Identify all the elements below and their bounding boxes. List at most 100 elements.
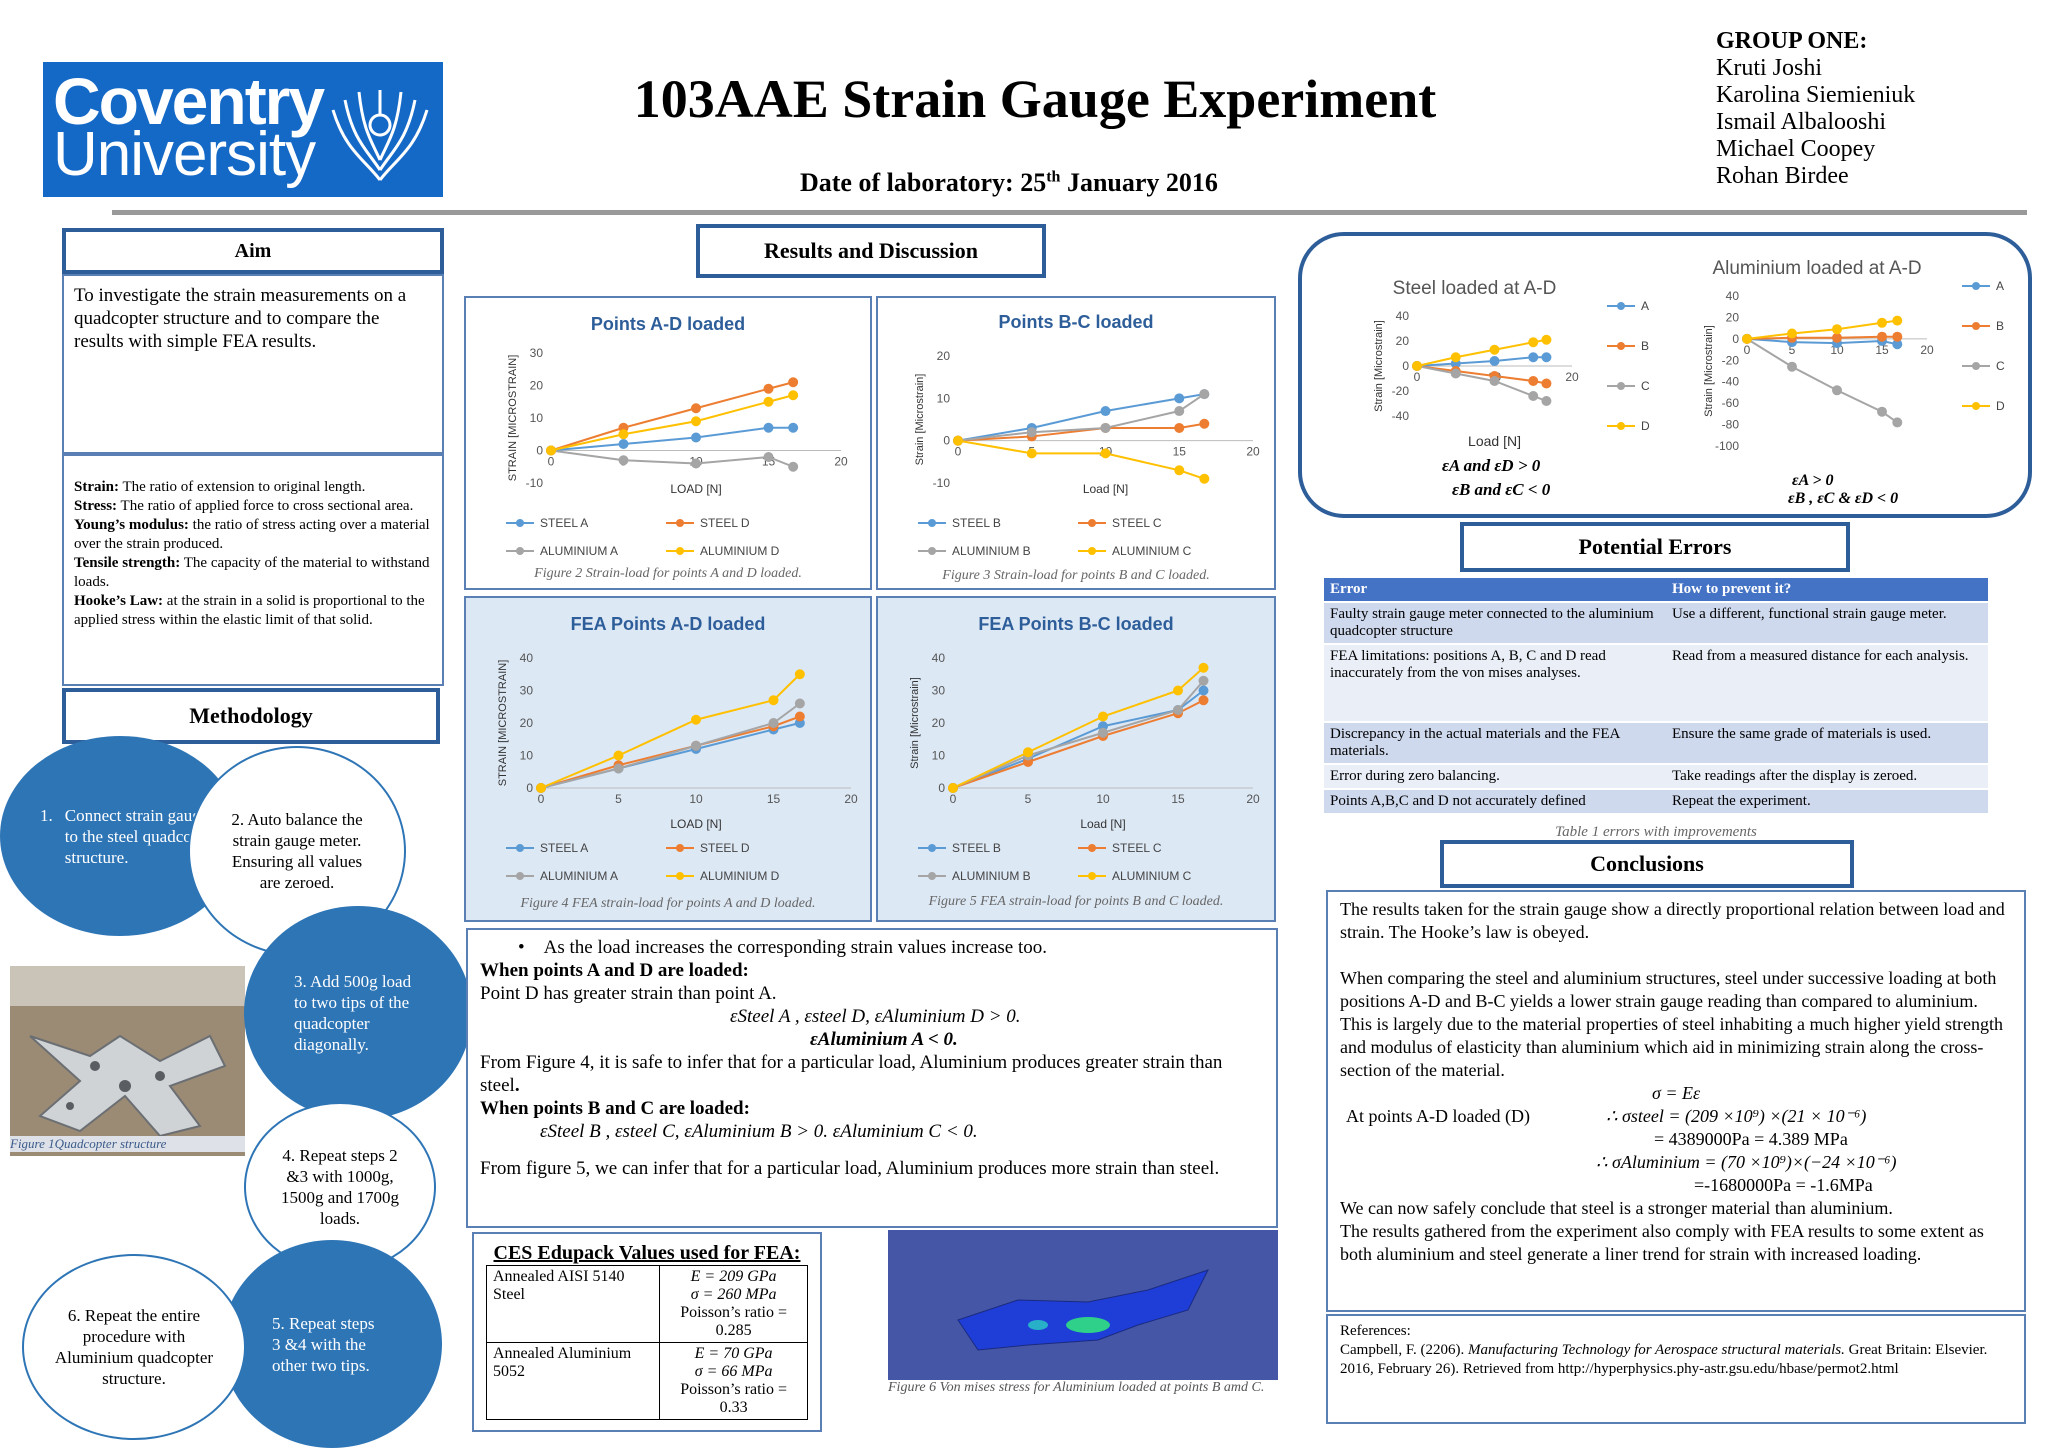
references-heading: References: <box>1340 1323 1411 1339</box>
data-point <box>1877 331 1887 342</box>
data-point <box>613 750 624 761</box>
steel-note: εA and εD > 0 <box>1442 456 1541 475</box>
y-tick-label: 40 <box>1396 309 1410 323</box>
legend-marker <box>928 844 936 852</box>
x-tick-label: 20 <box>1565 370 1579 384</box>
table-header-row: Error How to prevent it? <box>1324 578 1988 603</box>
y-tick-label: -80 <box>1722 418 1740 432</box>
eq-steel: ∴ σsteel = (209 ×10⁹) ×(21 × 10⁻⁶) <box>1606 1106 1867 1126</box>
alu-note2: εB , εC & εD < 0 <box>1788 490 1899 507</box>
ad-eq2: εAluminium A < 0. <box>810 1029 958 1050</box>
legend-marker <box>1972 402 1980 410</box>
error-cell: Discrepancy in the actual materials and … <box>1324 722 1666 765</box>
data-point <box>953 435 963 446</box>
data-point <box>1832 324 1842 335</box>
data-point <box>1174 465 1185 476</box>
data-point <box>794 698 805 709</box>
y-tick-label: 20 <box>1396 334 1410 348</box>
legend-label: STEEL C <box>1112 516 1162 530</box>
data-point <box>1173 685 1183 696</box>
data-point <box>1528 376 1539 386</box>
legend-label: STEEL B <box>952 516 1001 530</box>
legend-label: B <box>1641 339 1649 353</box>
definition: Stress: The ratio of applied force to cr… <box>74 498 414 514</box>
coventry-university-logo: Coventry University <box>43 62 443 197</box>
series-line <box>957 422 1205 442</box>
bc-heading: When points B and C are loaded: <box>480 1098 750 1119</box>
data-point <box>768 695 779 706</box>
x-tick-label: 0 <box>950 792 957 806</box>
data-point <box>1541 352 1552 363</box>
y-tick-label: 40 <box>1726 289 1740 303</box>
y-tick-label: 0 <box>1402 359 1409 373</box>
series-line <box>952 667 1205 789</box>
legend-label: STEEL C <box>1112 841 1162 855</box>
data-point <box>1528 391 1539 401</box>
aim-heading: Aim <box>62 228 444 274</box>
x-tick-label: 0 <box>1414 370 1421 384</box>
data-point <box>1541 396 1552 406</box>
data-point <box>691 458 701 469</box>
data-point <box>948 783 958 793</box>
data-point <box>788 390 799 401</box>
data-point <box>1877 406 1887 417</box>
bc-text: From figure 5, we can infer that for a p… <box>480 1158 1220 1179</box>
y-tick-label: 30 <box>520 684 534 698</box>
fig5-caption: Figure 5 FEA strain-load for points B an… <box>928 894 1224 909</box>
data-point <box>794 669 805 680</box>
errors-col-header: Error <box>1324 578 1666 603</box>
y-axis-label: Strain [Microstrain] <box>1703 325 1715 417</box>
prevention-cell: Read from a measured distance for each a… <box>1666 644 1988 723</box>
data-point <box>1098 711 1108 722</box>
data-point <box>1528 352 1539 363</box>
alu-ad-chart: Aluminium loaded at A-D -100 -80 -60 -40 -20 0… <box>1703 258 2005 453</box>
definition: Tensile strength: The capacity of the ma… <box>74 555 430 590</box>
lab-date: Date of laboratory: 25th January 2016 <box>800 168 1218 197</box>
series-line <box>540 673 801 789</box>
error-cell: Faulty strain gauge meter connected to t… <box>1324 602 1666 645</box>
data-point <box>1023 747 1033 758</box>
fig6-caption: Figure 6 Von mises stress for Aluminium … <box>888 1380 1278 1426</box>
x-axis-label: Load [N] <box>1080 817 1125 831</box>
y-axis-label: STRAIN [MICROSTRAIN] <box>497 660 509 787</box>
alu-note: εA > 0 <box>1792 472 1834 489</box>
ces-table: Annealed AISI 5140 Steel E = 209 GPa σ = … <box>485 1265 808 1420</box>
y-tick-label: 10 <box>937 391 951 405</box>
legend-label: D <box>1641 419 1650 433</box>
conclusions-box: The results taken for the strain gauge s… <box>1326 890 2026 1312</box>
data-point <box>763 396 774 407</box>
y-tick-label: -10 <box>933 476 951 490</box>
legend-marker <box>928 519 936 527</box>
y-tick-label: 10 <box>932 749 946 763</box>
data-point <box>1412 361 1422 371</box>
data-point <box>546 445 556 456</box>
x-tick-label: 5 <box>1789 343 1796 357</box>
data-point <box>1892 315 1903 326</box>
y-tick-label: -20 <box>1392 384 1410 398</box>
member: Karolina Siemieniuk <box>1716 82 1916 108</box>
y-tick-label: 10 <box>520 749 534 763</box>
member: Kruti Joshi <box>1716 55 1823 81</box>
errors-col-header: How to prevent it? <box>1666 578 1988 603</box>
aim-text: To investigate the strain measurements o… <box>62 274 444 454</box>
definition: Young’s modulus: the ratio of stress act… <box>74 517 430 552</box>
data-point <box>1100 448 1111 459</box>
fig5-title: FEA Points B-C loaded <box>978 614 1174 634</box>
error-cell: FEA limitations: positions A, B, C and D… <box>1324 644 1666 723</box>
data-point <box>788 377 799 388</box>
ces-values: E = 209 GPa σ = 260 MPa Poisson’s ratio = … <box>659 1265 808 1343</box>
table-row: Faulty strain gauge meter connected to t… <box>1324 602 1988 645</box>
legend-marker <box>1088 519 1096 527</box>
member: Rohan Birdee <box>1716 163 1849 189</box>
y-tick-label: 0 <box>536 444 543 458</box>
data-point <box>618 455 629 466</box>
poster-title: 103AAE Strain Gauge Experiment <box>633 69 1437 129</box>
data-point <box>1174 422 1185 433</box>
discussion-bullet: • As the load increases the correspondin… <box>518 937 1047 958</box>
legend-marker <box>516 519 524 527</box>
conclusions-heading: Conclusions <box>1440 840 1854 888</box>
y-tick-label: 40 <box>932 651 946 665</box>
legend-label: A <box>1996 279 2004 293</box>
method-step-5: 5. Repeat steps 3 &4 with the other two … <box>222 1240 442 1448</box>
data-point <box>1489 376 1500 386</box>
